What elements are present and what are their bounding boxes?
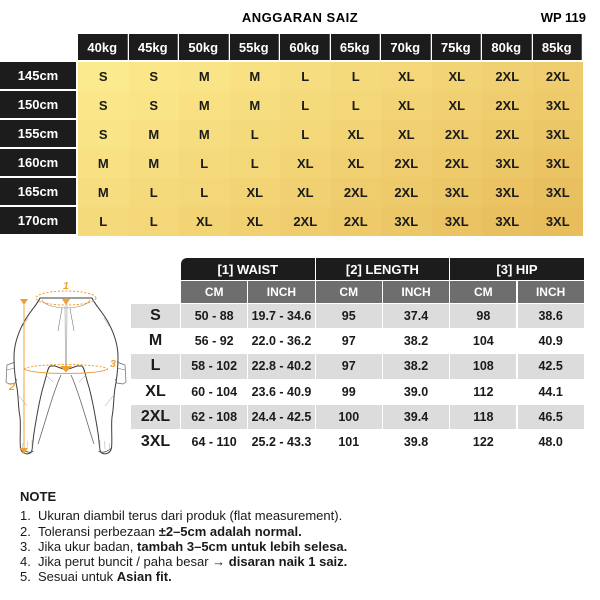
svg-text:1: 1 [63, 280, 69, 292]
svg-text:3: 3 [110, 358, 116, 370]
svg-text:2: 2 [8, 381, 15, 393]
